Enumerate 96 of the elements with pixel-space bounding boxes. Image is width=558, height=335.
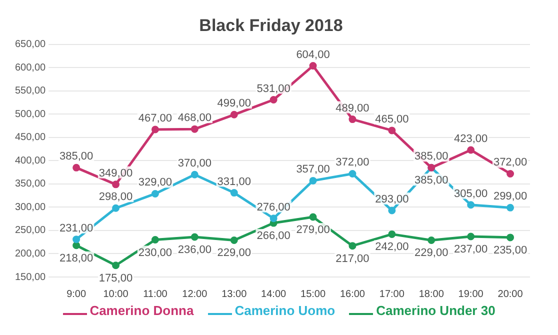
data-label: 242,00 — [375, 241, 409, 254]
point — [467, 201, 475, 209]
chart-title: Black Friday 2018 — [199, 16, 343, 35]
data-label: 266,00 — [256, 230, 290, 242]
point — [72, 242, 80, 250]
point — [388, 126, 396, 134]
point — [112, 180, 120, 188]
data-label: 489,00 — [336, 102, 370, 114]
x-tick-label: 11:00 — [143, 288, 168, 300]
point — [506, 204, 514, 212]
y-tick-label: 650,00 — [14, 39, 46, 50]
x-tick-label: 12:00 — [182, 288, 208, 300]
y-tick-label: 600,00 — [14, 62, 46, 74]
data-label: 276,00 — [256, 201, 290, 214]
data-label: 218,00 — [59, 252, 94, 264]
point — [467, 146, 475, 154]
data-label: 229,00 — [414, 247, 448, 260]
data-label: 329,00 — [138, 176, 172, 189]
y-tick-label: 450,00 — [14, 132, 46, 144]
data-label: 331,00 — [217, 176, 251, 188]
point — [112, 262, 120, 270]
data-label: 385,00 — [414, 150, 448, 163]
point — [428, 236, 436, 244]
point — [230, 236, 238, 244]
data-label: 230,00 — [138, 246, 172, 259]
point — [348, 242, 356, 250]
point — [151, 190, 159, 198]
x-tick-label: 14:00 — [261, 288, 287, 300]
data-label: 299,00 — [493, 190, 528, 203]
data-label: 237,00 — [454, 244, 488, 256]
data-label: 370,00 — [178, 158, 212, 170]
point — [270, 214, 278, 222]
data-label: 385,00 — [414, 174, 448, 187]
legend-label: Camerino Donna — [90, 303, 194, 318]
x-tick-label: 20:00 — [498, 288, 524, 300]
x-tick-label: 18:00 — [418, 288, 444, 300]
point — [72, 236, 80, 244]
data-label: 357,00 — [296, 164, 330, 176]
data-label: 465,00 — [375, 113, 409, 126]
x-tick-label: 9:00 — [66, 288, 86, 300]
y-tick-label: 250,00 — [14, 225, 46, 236]
data-label: 372,00 — [493, 156, 528, 169]
data-label: 279,00 — [296, 224, 330, 236]
legend-label: Camerino Uomo — [234, 303, 336, 318]
x-tick-label: 15:00 — [300, 288, 326, 300]
data-label: 293,00 — [375, 193, 409, 206]
data-label: 229,00 — [217, 247, 251, 260]
y-tick-label: 550,00 — [14, 86, 46, 97]
data-label: 217,00 — [336, 252, 370, 265]
point — [348, 116, 356, 124]
y-tick-label: 400,00 — [14, 155, 46, 166]
point — [467, 232, 475, 240]
y-tick-label: 500,00 — [14, 108, 46, 120]
data-label: 467,00 — [138, 112, 172, 125]
point — [190, 125, 198, 133]
x-tick-label: 17:00 — [379, 288, 405, 300]
point — [388, 206, 396, 214]
y-tick-label: 150,00 — [14, 272, 46, 283]
data-label: 236,00 — [178, 244, 212, 256]
point — [388, 230, 396, 238]
y-tick-label: 350,00 — [14, 178, 46, 190]
point — [270, 96, 278, 104]
data-label: 175,00 — [98, 272, 133, 284]
data-label: 531,00 — [256, 82, 290, 95]
point — [151, 236, 159, 244]
point — [230, 189, 238, 197]
data-label: 468,00 — [178, 112, 212, 124]
point — [309, 213, 317, 221]
data-label: 298,00 — [98, 191, 133, 204]
data-label: 235,00 — [493, 244, 528, 256]
point — [190, 170, 198, 178]
data-label: 385,00 — [59, 150, 94, 163]
point — [506, 234, 514, 242]
x-tick-label: 13:00 — [222, 288, 248, 300]
point — [230, 110, 238, 118]
x-tick-label: 19:00 — [458, 288, 484, 300]
data-label: 231,00 — [59, 222, 94, 234]
point — [72, 164, 80, 172]
point — [151, 126, 159, 134]
y-tick-label: 300,00 — [14, 202, 46, 213]
point — [309, 62, 317, 70]
point — [190, 233, 198, 241]
x-tick-label: 16:00 — [340, 288, 366, 300]
data-label: 305,00 — [454, 188, 488, 200]
legend-label: Camerino Under 30 — [376, 303, 496, 318]
point — [348, 170, 356, 178]
y-tick-label: 200,00 — [14, 248, 46, 260]
x-tick-label: 10:00 — [103, 288, 129, 300]
data-label: 423,00 — [454, 133, 488, 145]
data-label: 349,00 — [98, 167, 133, 180]
data-label: 604,00 — [296, 48, 330, 61]
point — [112, 204, 120, 212]
point — [506, 170, 514, 178]
data-label: 499,00 — [217, 98, 251, 110]
data-label: 372,00 — [336, 156, 370, 169]
point — [309, 176, 317, 184]
